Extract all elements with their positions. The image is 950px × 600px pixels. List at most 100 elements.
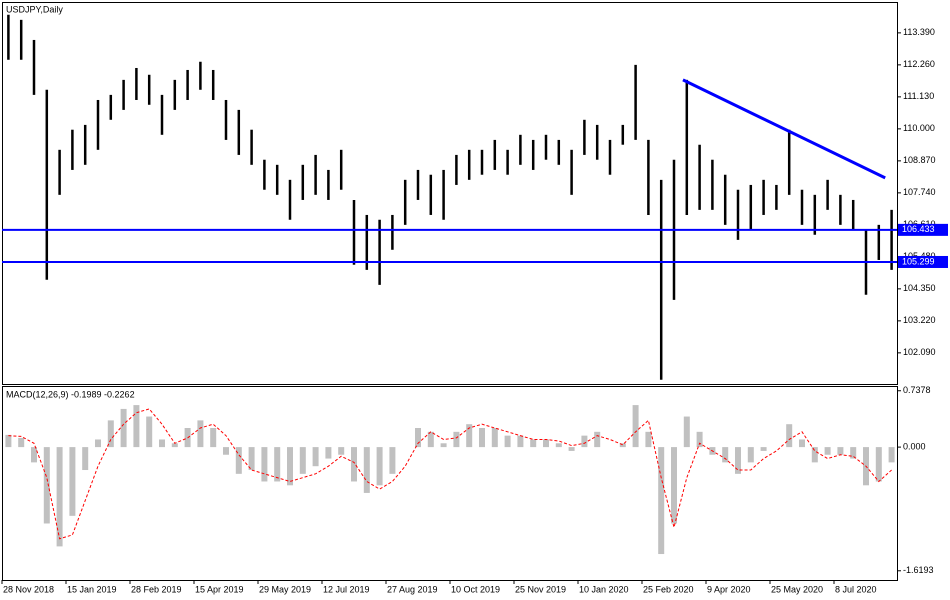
macd-bar: [82, 447, 89, 471]
y-tick-label: 104.350: [903, 283, 936, 293]
macd-bar: [581, 435, 588, 448]
macd-bar: [594, 431, 601, 448]
macd-bar: [197, 420, 204, 448]
macd-bar: [312, 447, 319, 467]
macd-bar: [210, 428, 217, 448]
y-tick-label: 112.260: [903, 59, 935, 69]
y-tick-label: 0.7378: [903, 385, 931, 395]
macd-bar: [466, 424, 473, 448]
macd-bar: [56, 447, 63, 547]
macd-bar: [619, 443, 626, 448]
macd-bar: [235, 447, 242, 474]
macd-bar: [811, 447, 818, 463]
trend-line: [682, 78, 886, 180]
x-tick-label: 25 Nov 2019: [515, 584, 566, 594]
macd-bar: [696, 431, 703, 448]
macd-bar: [107, 420, 114, 448]
x-tick-label: 27 Aug 2019: [387, 584, 438, 594]
macd-bar: [875, 447, 882, 482]
macd-bar: [786, 424, 793, 448]
macd-bar: [338, 447, 345, 455]
macd-bar: [133, 405, 140, 448]
macd-bar: [453, 431, 460, 448]
macd-bar: [888, 447, 895, 463]
macd-bar: [248, 447, 255, 471]
macd-bar: [120, 408, 127, 448]
y-tick-label: 103.220: [903, 315, 936, 325]
macd-bar: [683, 416, 690, 448]
y-tick-label: 107.740: [903, 187, 936, 197]
macd-bar: [568, 447, 575, 451]
x-tick-label: 10 Oct 2019: [451, 584, 500, 594]
x-tick-label: 8 Jul 2020: [835, 584, 877, 594]
macd-bar: [824, 447, 831, 455]
x-tick-label: 28 Nov 2018: [3, 584, 54, 594]
macd-bar: [325, 447, 332, 459]
y-tick-label: 110.000: [903, 123, 935, 133]
x-tick-label: 25 Feb 2020: [643, 584, 694, 594]
macd-bar: [43, 447, 50, 524]
macd-bar: [171, 443, 178, 448]
y-tick-label: 108.870: [903, 155, 936, 165]
x-tick-label: 9 Apr 2020: [707, 584, 751, 594]
macd-bar: [735, 447, 741, 474]
y-tick-label: 113.390: [903, 27, 935, 37]
y-tick-label: -1.6193: [903, 565, 934, 575]
macd-bar: [159, 439, 165, 448]
macd-bar: [645, 431, 652, 448]
macd-title: MACD(12,26,9) -0.1989 -0.2262: [6, 389, 135, 399]
macd-bar: [632, 405, 639, 448]
macd-bar: [274, 447, 281, 482]
x-tick-label: 15 Apr 2019: [195, 584, 244, 594]
macd-bar: [299, 447, 306, 474]
level-label: 106.433: [902, 224, 935, 234]
macd-bar: [363, 447, 370, 493]
macd-bar: [440, 443, 447, 448]
macd-bar: [837, 447, 844, 455]
macd-bar: [5, 434, 12, 448]
y-tick-label: 0.000: [903, 441, 926, 451]
macd-bar: [530, 439, 537, 448]
macd-bar: [95, 439, 101, 448]
y-tick-label: 102.090: [903, 347, 936, 357]
signal-line: [8, 408, 892, 540]
macd-bar: [427, 431, 434, 448]
x-tick-label: 29 May 2019: [259, 584, 311, 594]
x-tick-label: 15 Jan 2019: [67, 584, 117, 594]
macd-bar: [517, 435, 524, 448]
x-tick-label: 25 May 2020: [771, 584, 823, 594]
macd-bar: [18, 437, 25, 448]
level-label-box: [898, 255, 948, 268]
chart-title: USDJPY,Daily: [6, 4, 63, 14]
macd-bar: [287, 447, 293, 486]
macd-bar: [376, 447, 383, 486]
x-tick-label: 28 Feb 2019: [131, 584, 182, 594]
macd-bar: [479, 428, 485, 448]
x-tick-label: 12 Jul 2019: [323, 584, 370, 594]
macd-bar: [415, 428, 421, 448]
macd-bar: [722, 447, 729, 463]
macd-bar: [747, 447, 754, 463]
macd-bar: [146, 416, 153, 448]
y-tick-label: 111.130: [903, 91, 934, 101]
macd-bar: [760, 447, 767, 451]
macd-bar: [504, 435, 511, 448]
macd-bar: [69, 447, 76, 516]
macd-bar: [671, 447, 677, 524]
level-label-box: [898, 223, 948, 236]
macd-bar: [799, 439, 805, 448]
macd-bar: [491, 428, 498, 448]
macd-bar: [658, 447, 665, 555]
macd-bar: [223, 447, 229, 455]
level-label: 105.299: [902, 256, 935, 266]
x-tick-label: 10 Jan 2020: [579, 584, 629, 594]
macd-bar: [351, 447, 357, 482]
macd-bar: [555, 443, 562, 448]
macd-bar: [31, 447, 37, 463]
macd-bar: [389, 447, 396, 474]
price-panel: [2, 2, 898, 385]
macd-bar: [543, 439, 549, 448]
macd-bar: [850, 447, 857, 459]
macd-bar: [261, 447, 268, 482]
